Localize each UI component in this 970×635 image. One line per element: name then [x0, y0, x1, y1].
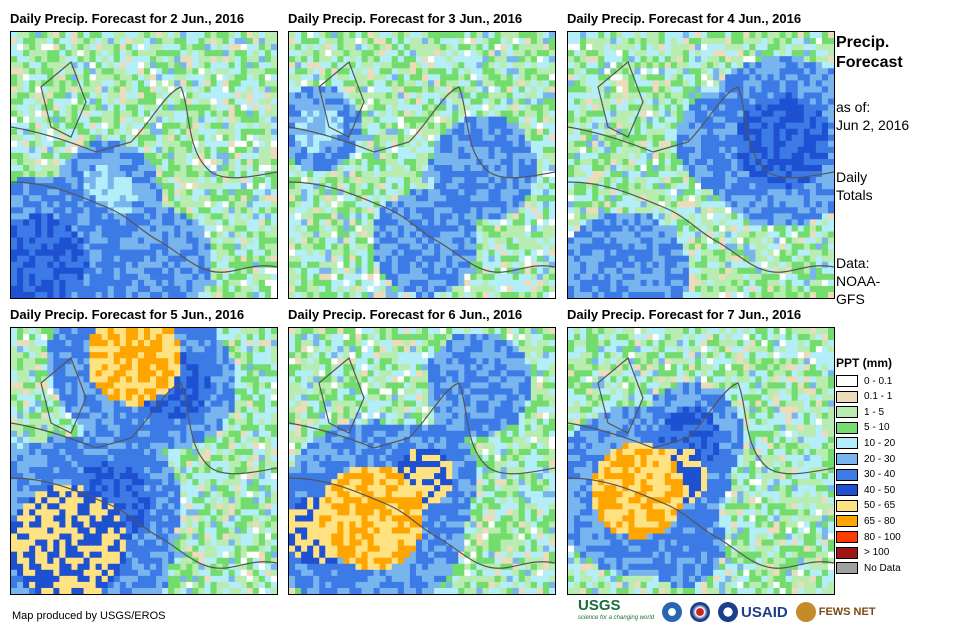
nws-seal-icon: [690, 602, 711, 622]
legend-swatch: [836, 421, 858, 434]
logo-bar: USGS science for a changing world USAID …: [578, 597, 876, 624]
coastline-outline: [289, 60, 555, 273]
legend-label: 65 - 80: [864, 515, 896, 527]
legend-title: PPT (mm): [836, 356, 893, 370]
legend-label: No Data: [864, 562, 901, 574]
legend-item: 5 - 10: [836, 421, 890, 435]
legend-item: 0 - 0.1: [836, 374, 892, 388]
panel-title-1: Daily Precip. Forecast for 2 Jun., 2016: [10, 11, 245, 26]
forecast-map-5: [288, 327, 556, 595]
precip-grid-2: [289, 32, 555, 298]
usaid-seal-icon: [718, 602, 739, 622]
legend-swatch: [836, 499, 858, 512]
forecast-map-2: [288, 31, 556, 299]
legend-label: 30 - 40: [864, 469, 896, 481]
legend-swatch: [836, 437, 858, 450]
panel-title-4: Daily Precip. Forecast for 5 Jun., 2016: [10, 307, 245, 322]
forecast-map-3: [567, 31, 835, 299]
precip-grid-5: [289, 328, 555, 594]
legend-label: 10 - 20: [864, 437, 896, 449]
legend-item: 20 - 30: [836, 452, 895, 466]
precip-grid-4: [11, 328, 277, 594]
panel-title-5: Daily Precip. Forecast for 6 Jun., 2016: [288, 307, 523, 322]
legend-swatch: [836, 468, 858, 481]
legend-item: 40 - 50: [836, 483, 895, 497]
usaid-logo: USAID: [718, 602, 788, 622]
legend-swatch: [836, 562, 858, 575]
legend-label: 20 - 30: [864, 453, 896, 465]
legend-label: 40 - 50: [864, 484, 896, 496]
coastline-outline: [568, 60, 834, 273]
as-of-info: as of: Jun 2, 2016: [836, 99, 910, 133]
legend-swatch: [836, 531, 858, 543]
coastline-outline: [289, 356, 555, 569]
noaa-seal-icon: [662, 602, 683, 622]
precip-grid-6: [568, 328, 834, 594]
legend-item: > 100: [836, 546, 889, 560]
panel-title-3: Daily Precip. Forecast for 4 Jun., 2016: [567, 11, 802, 26]
totals-info: Daily Totals: [836, 169, 873, 203]
map-credit: Map produced by USGS/EROS: [12, 610, 166, 622]
legend-swatch: [836, 453, 858, 465]
side-title: Precip. Forecast: [836, 34, 903, 71]
forecast-map-4: [10, 327, 278, 595]
legend-label: 0 - 0.1: [864, 375, 893, 387]
legend-item: 65 - 80: [836, 514, 895, 528]
panel-title-2: Daily Precip. Forecast for 3 Jun., 2016: [288, 11, 523, 26]
legend-label: 1 - 5: [864, 406, 885, 418]
legend-label: 5 - 10: [864, 422, 890, 434]
usgs-logo: USGS science for a changing world: [578, 597, 655, 621]
coastline-outline: [568, 356, 834, 569]
data-source-info: Data: NOAA- GFS: [836, 255, 881, 307]
coastline-outline: [11, 356, 277, 569]
precip-grid-3: [568, 32, 834, 298]
legend-label: 0.1 - 1: [864, 391, 893, 403]
legend-item: 80 - 100: [836, 530, 901, 544]
legend-item: 0.1 - 1: [836, 390, 892, 404]
forecast-map-1: [10, 31, 278, 299]
legend-item: 30 - 40: [836, 468, 895, 482]
legend-item: 50 - 65: [836, 499, 895, 513]
legend-swatch: [836, 406, 858, 419]
fewsnet-logo: FEWS NET: [795, 602, 876, 622]
legend-swatch: [836, 546, 858, 559]
legend-item: No Data: [836, 561, 901, 575]
forecast-map-6: [567, 327, 835, 595]
legend-swatch: [836, 375, 858, 387]
legend-label: 50 - 65: [864, 500, 896, 512]
legend-swatch: [836, 484, 858, 497]
legend-label: 80 - 100: [864, 531, 901, 543]
legend-swatch: [836, 515, 858, 528]
legend-item: 1 - 5: [836, 405, 884, 419]
precip-grid-1: [11, 32, 277, 298]
coastline-outline: [11, 60, 277, 273]
legend-item: 10 - 20: [836, 436, 895, 450]
fewsnet-globe-icon: [795, 602, 816, 622]
panel-title-6: Daily Precip. Forecast for 7 Jun., 2016: [567, 307, 802, 322]
legend-swatch: [836, 390, 858, 403]
legend-label: > 100: [864, 547, 890, 559]
